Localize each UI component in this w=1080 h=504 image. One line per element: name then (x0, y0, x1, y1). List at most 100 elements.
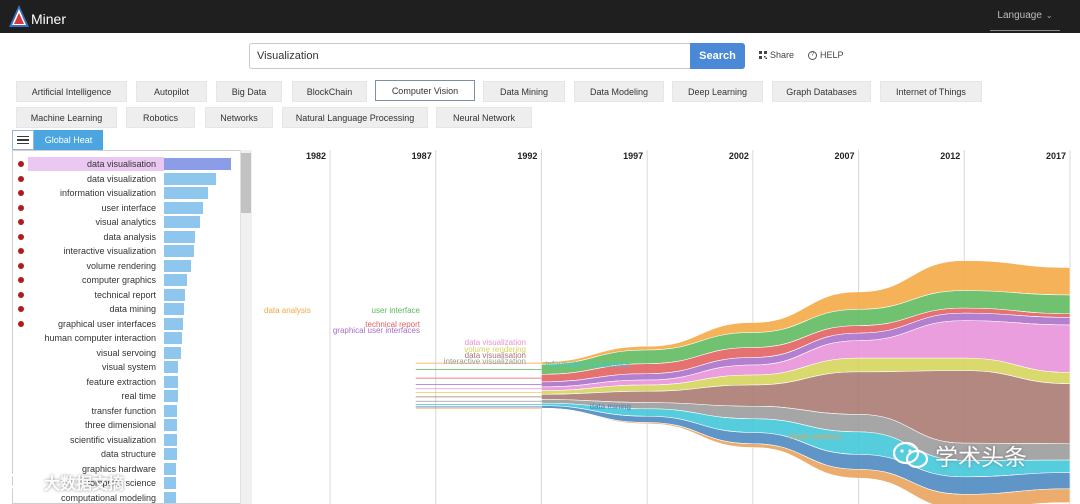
aminer-logo-icon (9, 5, 29, 27)
topic-list: data visualisation data visualization info… (12, 150, 253, 504)
topic-row[interactable]: graphical user interfaces (13, 317, 241, 331)
help-button[interactable]: ? HELP (808, 50, 844, 60)
series-label: data analysis (264, 306, 311, 315)
theme-river-chart: 1982 1987 1992 1997 2002 2007 2012 2017 data ana… (252, 150, 1080, 504)
topic-label: human computer interaction (44, 333, 156, 343)
search-button[interactable]: Search (690, 43, 745, 69)
topic-label: data visualization (86, 173, 156, 184)
topic-row[interactable]: three dimensional (13, 418, 241, 432)
year-tick-label: 2017 (1046, 151, 1066, 161)
category-artificial-intelligence[interactable]: Artificial Intelligence (16, 81, 127, 102)
topic-label: visual servoing (96, 347, 156, 358)
topic-dot-icon (18, 204, 24, 211)
topic-row[interactable]: data mining (13, 302, 241, 316)
topic-row[interactable]: user interface (13, 201, 241, 215)
topic-row[interactable]: feature extraction (13, 375, 241, 389)
tab-global-heat[interactable]: Global Heat (34, 130, 103, 150)
topic-label: data analysis (103, 231, 156, 242)
year-tick-label: 2012 (940, 151, 960, 161)
topic-label: scientific visualization (69, 434, 156, 445)
topic-heat-bar (164, 216, 200, 228)
category-natural-language-processing[interactable]: Natural Language Processing (282, 107, 428, 128)
topic-label: computer graphics (81, 275, 156, 285)
category-robotics[interactable]: Robotics (126, 107, 195, 128)
topic-heat-bar (164, 230, 195, 243)
topic-heat-bar (164, 259, 191, 272)
search-input[interactable] (249, 43, 691, 69)
topic-dot-icon (18, 161, 24, 167)
topic-dot-icon (18, 306, 24, 312)
topic-label: three dimensional (84, 420, 156, 430)
series-label: data mining (590, 402, 631, 411)
topic-dot-icon (18, 175, 24, 182)
topic-heat-bar (164, 346, 181, 359)
topic-heat-bar (164, 433, 177, 446)
topic-label: computer science (85, 478, 156, 488)
topic-row[interactable]: information visualization (13, 186, 241, 200)
scrollbar-thumb[interactable] (241, 153, 251, 213)
topic-heat-bar (164, 303, 184, 315)
category-deep-learning[interactable]: Deep Learning (672, 81, 763, 102)
category-neural-network[interactable]: Neural Network (436, 107, 532, 128)
category-networks[interactable]: Networks (205, 107, 273, 128)
topic-row[interactable]: scientific visualization (13, 433, 241, 447)
category-data-mining[interactable]: Data Mining (483, 81, 565, 102)
category-graph-databases[interactable]: Graph Databases (772, 81, 871, 102)
share-label: Share (770, 50, 795, 60)
topic-row[interactable]: data analysis (13, 230, 241, 244)
topic-label: data visualisation (86, 159, 156, 169)
topic-row[interactable]: data visualization (13, 172, 241, 186)
topic-label: feature extraction (86, 376, 156, 387)
topic-row[interactable]: volume rendering (13, 259, 241, 273)
topic-heat-bar (164, 361, 178, 373)
topic-heat-bar (164, 390, 178, 402)
topic-row[interactable]: human computer interaction (13, 331, 241, 345)
topic-row[interactable]: visual servoing (13, 346, 241, 360)
language-dropdown[interactable]: Language ⌄ (990, 0, 1060, 31)
topic-list-scrollbar[interactable] (240, 150, 252, 504)
topic-row[interactable]: real time (13, 389, 241, 403)
series-label: interactive visualization (444, 357, 526, 366)
aminer-logo[interactable]: Miner (8, 4, 66, 28)
chevron-down-icon: ⌄ (1045, 10, 1053, 20)
series-label: data visualisation (465, 351, 526, 360)
category-autopilot[interactable]: Autopilot (136, 81, 207, 102)
logo-text: Miner (31, 11, 67, 27)
topic-row[interactable]: computer graphics (13, 273, 241, 287)
theme-river-svg: 1982 1987 1992 1997 2002 2007 2012 2017 data ana… (264, 150, 1071, 504)
topic-heat-bar (164, 317, 183, 330)
topic-row[interactable]: visual system (13, 360, 241, 374)
topic-label: volume rendering (86, 260, 156, 271)
topic-row[interactable]: transfer function (13, 404, 241, 418)
topic-row[interactable]: visual analytics (13, 215, 241, 229)
topic-label: transfer function (91, 405, 156, 416)
topic-heat-bar (164, 404, 177, 417)
question-icon: ? (808, 50, 817, 60)
category-internet-of-things[interactable]: Internet of Things (880, 81, 982, 102)
topic-row[interactable]: computational modeling (13, 491, 241, 503)
topic-row[interactable]: data visualisation (13, 157, 241, 171)
category-machine-learning[interactable]: Machine Learning (16, 107, 117, 128)
topic-label: graphical user interfaces (57, 318, 156, 329)
year-tick-label: 1997 (623, 151, 643, 161)
category-data-modeling[interactable]: Data Modeling (574, 81, 664, 102)
topic-row[interactable]: data structure (13, 447, 241, 461)
list-menu-icon[interactable] (12, 130, 34, 150)
watermark-right-text: 学术头条 (935, 444, 1027, 470)
share-button[interactable]: Share (759, 50, 794, 60)
topic-row[interactable]: interactive visualization (13, 244, 241, 258)
stream-visual-analytics (541, 407, 1071, 504)
category-computer-vision[interactable]: Computer Vision (375, 80, 475, 101)
topic-label: data structure (100, 449, 156, 459)
topic-heat-bar (164, 491, 176, 503)
category-big-data[interactable]: Big Data (216, 81, 282, 102)
category-blockchain[interactable]: BlockChain (292, 81, 367, 102)
year-tick-label: 1992 (517, 151, 537, 161)
topic-row[interactable]: technical report (13, 288, 241, 302)
topic-heat-bar (164, 448, 177, 460)
series-label: technical report (365, 320, 420, 329)
watermark-left-text: 大数据文摘 (44, 476, 125, 493)
topic-dot-icon (18, 277, 24, 283)
topic-row[interactable]: graphics hardware (13, 462, 241, 476)
topic-row[interactable]: computer science (13, 476, 241, 490)
